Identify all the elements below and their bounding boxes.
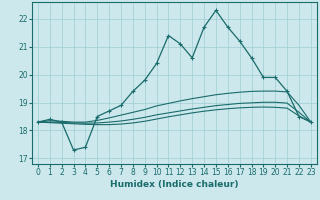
- X-axis label: Humidex (Indice chaleur): Humidex (Indice chaleur): [110, 180, 239, 189]
